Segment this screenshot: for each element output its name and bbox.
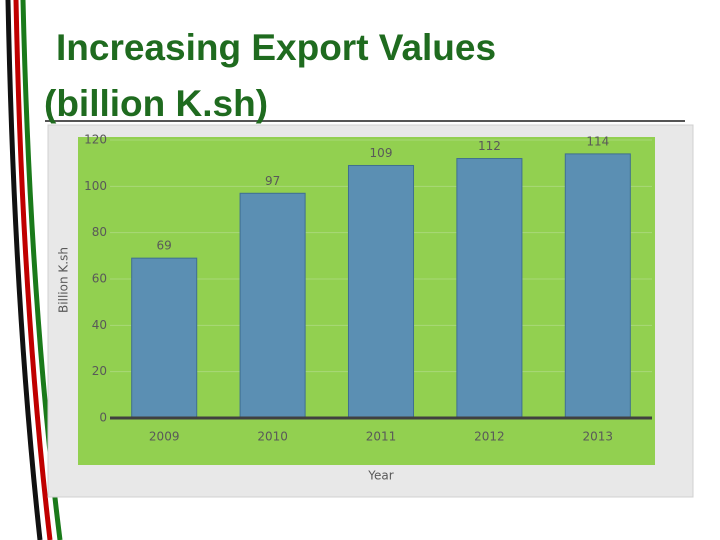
bar xyxy=(564,153,631,419)
bar xyxy=(347,164,415,419)
x-tick-label: 2011 xyxy=(366,430,397,444)
stripe xyxy=(5,0,43,540)
x-tick-label: 2012 xyxy=(474,430,505,444)
bar xyxy=(131,257,198,419)
y-tick-label: 80 xyxy=(92,225,107,239)
stripe xyxy=(13,0,53,540)
data-label: 109 xyxy=(370,146,393,160)
data-label: 114 xyxy=(586,134,609,148)
y-tick-label: 0 xyxy=(99,411,107,425)
plot: 0 20 40 60 80 100 120 2009 69 2010 97 2011 109 2012 11… xyxy=(84,133,652,444)
x-axis-title: Year xyxy=(367,469,393,483)
y-tick-label: 120 xyxy=(84,133,107,147)
x-tick-label: 2010 xyxy=(257,430,288,444)
y-tick-label: 60 xyxy=(92,272,107,286)
bar xyxy=(456,158,523,419)
data-label: 97 xyxy=(265,174,280,188)
data-label: 112 xyxy=(478,139,501,153)
y-tick-label: 20 xyxy=(92,364,107,378)
y-tick-label: 40 xyxy=(92,318,107,332)
data-label: 69 xyxy=(157,239,172,253)
x-tick-label: 2009 xyxy=(149,430,180,444)
x-tick-label: 2013 xyxy=(583,430,614,444)
y-axis-title: Billion K.sh xyxy=(57,247,71,313)
y-tick-label: 100 xyxy=(84,179,107,193)
bar xyxy=(239,192,306,419)
slide-title: Increasing Export Values (billion K.sh) xyxy=(44,27,497,124)
